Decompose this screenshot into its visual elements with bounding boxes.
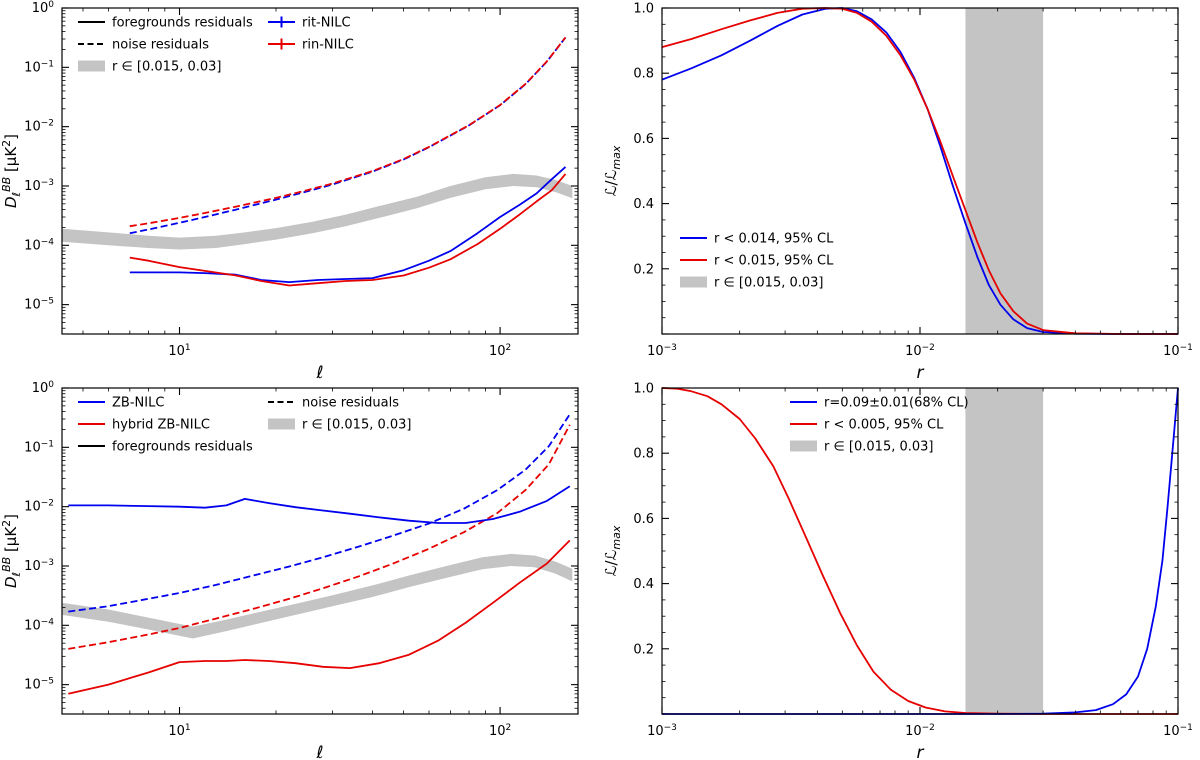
legend-label: r < 0.015, 95% CL bbox=[714, 254, 834, 269]
x-tick-label: 101 bbox=[168, 723, 190, 739]
plot-frame bbox=[61, 387, 579, 715]
series-line bbox=[662, 387, 1179, 715]
legend-label: rit-NILC bbox=[302, 16, 351, 31]
legend-label: foregrounds residuals bbox=[112, 16, 253, 31]
legend-label: r=0.09±0.01(68% CL) bbox=[824, 396, 969, 411]
legend-label: hybrid ZB-NILC bbox=[112, 418, 210, 433]
x-tick-label: 10−2 bbox=[905, 723, 935, 739]
y-tick-label: 1.0 bbox=[633, 2, 654, 17]
legend-label: r < 0.005, 95% CL bbox=[824, 418, 944, 433]
band-r-range bbox=[965, 8, 1044, 334]
x-tick-label: 10−1 bbox=[1163, 723, 1193, 739]
y-tick-label: 10−1 bbox=[24, 439, 54, 455]
x-tick-label: 102 bbox=[489, 343, 511, 359]
series-line bbox=[661, 7, 1178, 335]
x-tick-label: 10−1 bbox=[1163, 343, 1193, 359]
y-axis-label: DℓBB [μK2] bbox=[0, 134, 23, 208]
x-axis-label: r bbox=[917, 743, 925, 760]
y-tick-label: 10−3 bbox=[24, 178, 54, 194]
y-tick-label: 0.8 bbox=[633, 447, 654, 462]
x-tick-label: 102 bbox=[489, 723, 511, 739]
series-line bbox=[129, 166, 567, 283]
legend-label: r ∈ [0.015, 0.03] bbox=[714, 276, 824, 291]
y-tick-label: 0.6 bbox=[633, 132, 654, 147]
panel-likelihood-zb-nilc: 10−3 10−2 10−1 0.2 0.4 0.6 0.8 1.0 r ℒ/ℒmax r=0.09… bbox=[602, 382, 1193, 760]
y-tick-label: 0.4 bbox=[633, 577, 654, 592]
y-tick-label: 10−2 bbox=[24, 499, 54, 515]
series-line bbox=[661, 387, 1178, 715]
series-line bbox=[68, 413, 571, 613]
x-tick-label: 101 bbox=[168, 343, 190, 359]
y-tick-label: 100 bbox=[32, 0, 55, 16]
y-axis-label: ℒ/ℒmax bbox=[602, 525, 623, 576]
x-axis-label: ℓ bbox=[315, 743, 323, 760]
band-r-range bbox=[62, 553, 573, 639]
y-tick-label: 1.0 bbox=[633, 382, 654, 397]
legend-patch bbox=[790, 440, 817, 452]
y-tick-label: 0.6 bbox=[633, 512, 654, 527]
panel-likelihood-rit-rin: 10−3 10−2 10−1 0.2 0.4 0.6 0.8 1.0 r ℒ/ℒmax r < 0.… bbox=[602, 2, 1193, 381]
legend-label: r < 0.014, 95% CL bbox=[714, 232, 834, 247]
band-r-range bbox=[965, 388, 1044, 714]
legend-label: rin-NILC bbox=[302, 38, 354, 53]
series-line bbox=[129, 173, 567, 287]
y-axis-label: ℒ/ℒmax bbox=[602, 145, 623, 196]
y-tick-label: 0.2 bbox=[633, 642, 654, 657]
x-tick-label: 10−3 bbox=[647, 723, 677, 739]
x-axis-label: ℓ bbox=[315, 363, 323, 380]
series-line bbox=[68, 424, 571, 650]
legend-label: foregrounds residuals bbox=[112, 440, 253, 455]
legend-label: r ∈ [0.015, 0.03] bbox=[302, 418, 412, 433]
y-tick-label: 10−1 bbox=[24, 59, 54, 75]
legend-label: r ∈ [0.015, 0.03] bbox=[112, 60, 222, 75]
y-axis-label: DℓBB [μK2] bbox=[0, 514, 23, 588]
x-tick-label: 10−3 bbox=[647, 343, 677, 359]
y-tick-label: 10−3 bbox=[24, 558, 54, 574]
legend-patch bbox=[78, 60, 105, 72]
series-line bbox=[129, 36, 567, 228]
x-tick-label: 10−2 bbox=[905, 343, 935, 359]
y-tick-label: 10−5 bbox=[24, 297, 54, 313]
y-tick-label: 10−5 bbox=[24, 677, 54, 693]
y-tick-label: 10−4 bbox=[24, 237, 54, 253]
y-tick-label: 100 bbox=[32, 380, 55, 396]
legend-patch bbox=[680, 276, 707, 288]
legend-label: noise residuals bbox=[112, 38, 209, 53]
legend-label: ZB-NILC bbox=[112, 396, 164, 411]
legend-label: r ∈ [0.015, 0.03] bbox=[824, 440, 934, 455]
panel-power-spectra-rit-rin: 101 102 10−5 10−4 10−3 10−2 10−1 100 ℓ DℓBB [μK2]… bbox=[0, 0, 579, 380]
plot-frame bbox=[661, 387, 1179, 715]
panel-power-spectra-zb-nilc: 101 102 10−5 10−4 10−3 10−2 10−1 100 ℓ DℓBB [μK2]… bbox=[0, 380, 579, 760]
legend-label: noise residuals bbox=[302, 396, 399, 411]
series-line bbox=[68, 485, 571, 524]
y-tick-label: 10−2 bbox=[24, 119, 54, 135]
y-tick-label: 0.2 bbox=[633, 262, 654, 277]
y-tick-label: 10−4 bbox=[24, 617, 54, 633]
y-tick-label: 0.4 bbox=[633, 197, 654, 212]
plot-frame bbox=[61, 7, 579, 335]
y-tick-label: 0.8 bbox=[633, 67, 654, 82]
band-r-range bbox=[62, 173, 573, 250]
series-line bbox=[68, 539, 571, 695]
x-axis-label: r bbox=[917, 363, 925, 380]
legend-patch bbox=[268, 418, 295, 430]
